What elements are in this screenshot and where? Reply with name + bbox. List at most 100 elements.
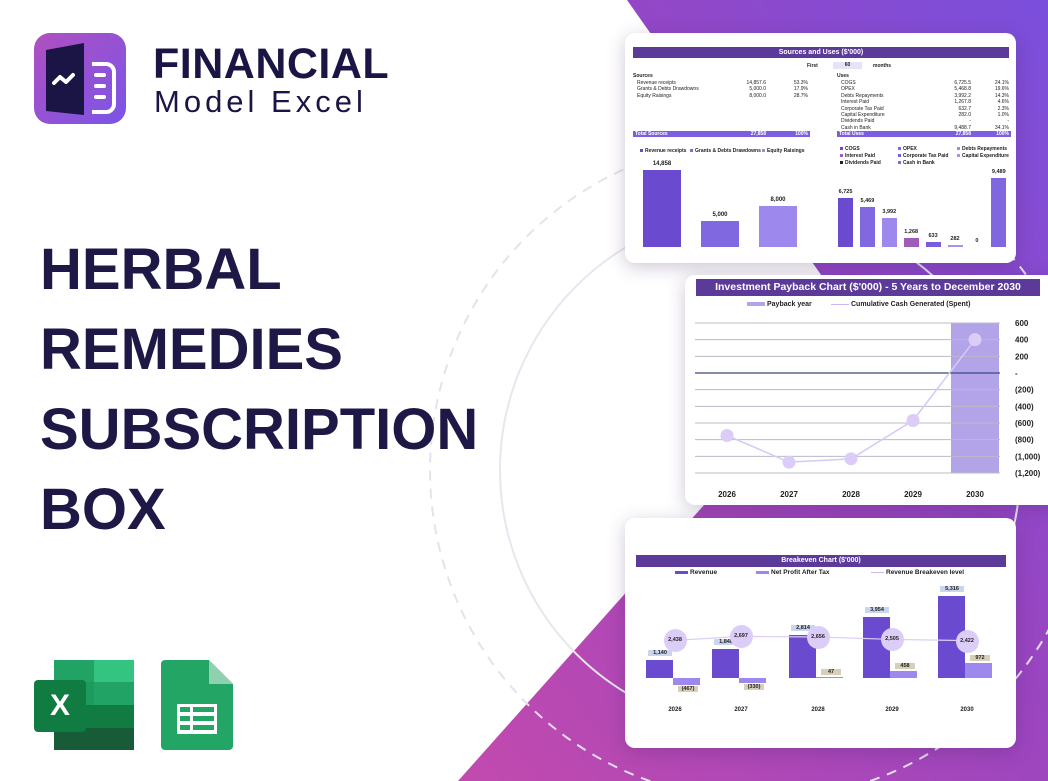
breakeven-point: 2,697 <box>729 625 753 649</box>
y-tick-label: (1,000) <box>1015 452 1041 461</box>
uses-row-value: 3,992.2 <box>954 92 971 99</box>
legend-swatch <box>957 147 960 151</box>
payback-chart-card: Investment Payback Chart ($'000) - 5 Yea… <box>685 275 1048 505</box>
uses-row-label: Debts Repayments <box>841 92 884 99</box>
breakeven-point: 2,438 <box>663 629 687 653</box>
uses-row-pct: 2.3% <box>997 105 1009 112</box>
cumulative-cash-point <box>906 414 920 427</box>
uses-row-pct: 34.1% <box>994 124 1009 131</box>
use-bar <box>947 244 963 247</box>
legend-payback-year: Payback year <box>747 301 812 308</box>
payback-chart-plot: 600 400 200 - (200) (400) (600) (800) (1,000) (1,… <box>695 319 1041 499</box>
sources-row-value: 5,000.0 <box>749 86 766 93</box>
uses-row-pct: 14.3% <box>994 92 1009 99</box>
uses-row-pct: - <box>1007 118 1009 125</box>
uses-row-pct: 4.6% <box>997 99 1009 106</box>
y-tick-label: (200) <box>1015 386 1034 395</box>
uses-row-label: Interest Paid <box>841 99 870 106</box>
net-profit-label: (467) <box>678 686 698 693</box>
legend-swatch <box>831 303 849 305</box>
uses-row-value: 282.0 <box>958 112 971 118</box>
use-bar-label: 5,469 <box>860 198 875 205</box>
sources-row-value: 14,857.6 <box>746 80 766 86</box>
uses-row-label: Cash in Bank <box>841 124 871 131</box>
brand-name: FINANCIAL <box>153 40 390 88</box>
sources-row-pct: 53.3% <box>793 80 808 86</box>
uses-row-value: 9,488.7 <box>954 124 971 131</box>
legend-corporate-tax-paid: Corporate Tax Paid <box>898 153 948 159</box>
logo-icon <box>34 33 126 124</box>
sources-row-label: Equity Raisings <box>637 92 672 99</box>
legend-grants-debts-drawdowns: Grants & Debts Drawdowns <box>690 148 761 154</box>
use-bar-label: 633 <box>928 233 938 240</box>
revenue-label: 3,954 <box>865 607 889 613</box>
cumulative-cash-point <box>720 429 734 442</box>
y-tick-label: (600) <box>1015 419 1034 428</box>
breakeven-point: 2,422 <box>955 629 979 653</box>
legend-revenue-receipts: Revenue receipts <box>640 148 686 154</box>
source-bar-label: 8,000 <box>770 196 786 203</box>
x-tick-label: 2029 <box>904 490 922 499</box>
sources-uses-card: Sources and Uses ($'000) First 60 months… <box>625 33 1016 263</box>
legend-swatch <box>675 570 688 574</box>
legend-swatch <box>840 147 843 151</box>
legend-swatch <box>871 571 884 573</box>
sources-row-label: Grants & Debts Drawdowns <box>637 86 699 93</box>
headline-line-4: BOX <box>40 477 166 542</box>
x-tick-label: 2026 <box>668 707 682 713</box>
uses-row-pct: 24.1% <box>994 80 1009 86</box>
breakeven-chart-card: Breakeven Chart ($'000) Revenue Net Prof… <box>625 518 1016 748</box>
legend-cumulative-cash: Cumulative Cash Generated (Spent) <box>831 301 970 308</box>
source-bar-label: 14,858 <box>652 161 672 167</box>
legend-interest-paid: Interest Paid <box>840 153 875 159</box>
legend-equity-raisings: Equity Raisings <box>762 148 805 154</box>
net-profit-label: 47 <box>821 669 841 675</box>
use-bar <box>838 198 853 247</box>
headline-line-3: SUBSCRIPTION <box>40 397 479 462</box>
first-label: First <box>807 63 818 69</box>
uses-row-label: COGS <box>841 80 856 86</box>
y-tick-label: 600 <box>1015 319 1029 328</box>
cumulative-cash-point <box>844 452 858 466</box>
revenue-bar <box>712 649 739 678</box>
y-tick-label: (800) <box>1015 436 1034 445</box>
sources-total-label: Total Sources <box>635 131 668 137</box>
revenue-label: 2,814 <box>791 624 815 631</box>
y-tick-label: (400) <box>1015 402 1034 411</box>
x-tick-label: 2029 <box>885 707 899 713</box>
uses-row-value: 1,267.8 <box>954 99 971 106</box>
source-bar <box>701 221 739 247</box>
x-tick-label: 2027 <box>734 707 748 713</box>
use-bar-label: 3,992 <box>882 208 897 215</box>
use-bar-label: 282 <box>950 235 960 242</box>
x-tick-label: 2026 <box>718 490 736 499</box>
svg-text:X: X <box>50 689 70 722</box>
sources-row-pct: 17.9% <box>793 86 808 93</box>
uses-row-pct: 19.6% <box>994 86 1009 93</box>
sources-heading: Sources <box>633 73 653 79</box>
legend-swatch <box>747 302 765 307</box>
source-bar <box>759 205 797 247</box>
revenue-label: 5,316 <box>940 586 964 592</box>
y-tick-label: - <box>1015 369 1018 378</box>
legend-label: Net Profit After Tax <box>771 569 830 576</box>
sources-total-pct: 100% <box>795 131 808 137</box>
uses-total-pct: 100% <box>996 131 1009 137</box>
legend-swatch <box>957 154 960 158</box>
months-input[interactable]: 60 <box>833 62 862 69</box>
uses-heading: Uses <box>837 73 849 79</box>
breakeven-point: 2,505 <box>880 628 904 652</box>
headline-line-2: REMEDIES <box>40 317 343 382</box>
breakeven-point: 2,656 <box>806 626 830 650</box>
source-bar <box>643 170 681 247</box>
x-tick-label: 2030 <box>966 490 984 499</box>
sources-total-value: 27,858 <box>750 131 766 137</box>
net-profit-bar <box>739 678 766 684</box>
y-tick-label: 200 <box>1015 352 1029 361</box>
legend-debts-repayments: Debts Repayments <box>957 146 1007 152</box>
uses-row-value: 5,468.8 <box>954 86 971 93</box>
source-bar-label: 5,000 <box>712 212 728 219</box>
revenue-label: 1,848 <box>714 639 738 646</box>
revenue-bar <box>646 660 673 678</box>
cumulative-cash-line <box>726 339 976 463</box>
